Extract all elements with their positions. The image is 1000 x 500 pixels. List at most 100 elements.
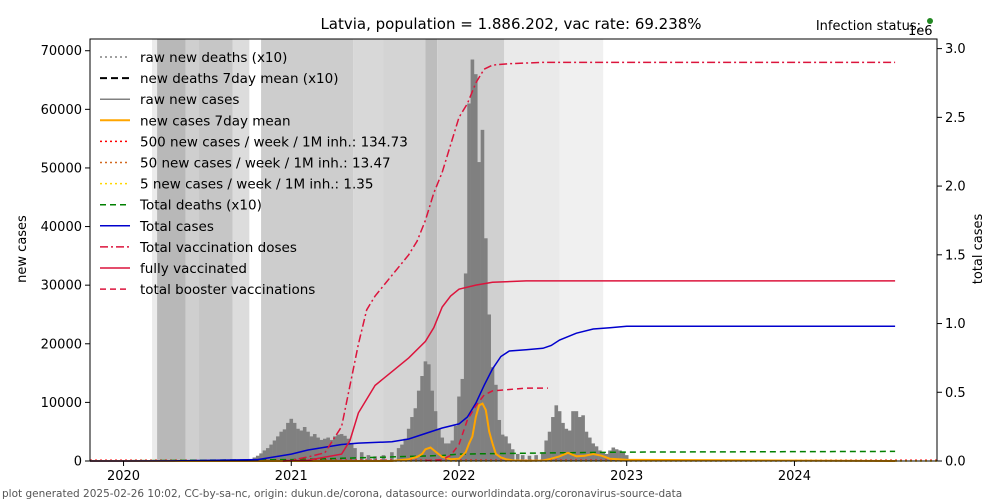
new-cases-bar-110 — [621, 452, 626, 461]
new-cases-bar-68 — [467, 103, 471, 461]
y-right-tick-label-5: 2.5 — [945, 111, 966, 126]
new-cases-bar-47 — [396, 448, 401, 461]
new-cases-bar-28 — [309, 436, 314, 461]
x-tick-label-2023: 2023 — [610, 469, 643, 484]
new-cases-bar-67 — [463, 273, 468, 461]
new-cases-bar-62 — [447, 443, 451, 461]
new-cases-bar-29 — [312, 434, 317, 461]
new-cases-bar-49 — [403, 438, 408, 461]
y-right-tick-label-1: 0.5 — [945, 386, 966, 401]
y-left-tick-label-1: 10000 — [41, 396, 82, 411]
new-cases-bar-66 — [460, 378, 465, 461]
total-cases-line — [89, 325, 896, 462]
legend-label-3: new cases 7day mean — [140, 113, 291, 129]
total-vaccination-doses-line — [282, 61, 896, 462]
new-cases-bar-69 — [470, 59, 475, 462]
new-cases-bar-65 — [457, 396, 461, 461]
new-cases-bar-45 — [381, 455, 386, 461]
new-cases-bar-54 — [420, 376, 424, 461]
new-cases-bar-94 — [567, 430, 572, 461]
new-cases-bar-82 — [515, 453, 520, 461]
background-band-11 — [559, 39, 604, 461]
legend-label-7: Total deaths (x10) — [139, 198, 262, 214]
y-right-tick-label-6: 3.0 — [945, 42, 966, 57]
x-tick-label-2021: 2021 — [275, 469, 308, 484]
new-cases-bar-95 — [571, 411, 575, 461]
legend-label-11: total booster vaccinations — [140, 282, 315, 298]
legend-label-5: 50 new cases / week / 1M inh.: 13.47 — [140, 156, 391, 172]
new-cases-bar-76 — [494, 384, 498, 461]
new-cases-bar-97 — [577, 417, 582, 461]
legend-label-1: new deaths 7day mean (x10) — [140, 71, 339, 87]
right-axis-offset-label: 1e6 — [908, 24, 933, 39]
y-left-tick-label-7: 70000 — [41, 44, 82, 59]
new-cases-bar-92 — [561, 422, 565, 461]
new-cases-bar-20 — [282, 429, 287, 461]
x-axis-ticks: 2020 2021 2022 2023 2024 — [107, 461, 811, 484]
new-cases-bar-90 — [554, 405, 559, 461]
fully-vaccinated-line — [282, 280, 896, 462]
new-cases-bar-55 — [423, 361, 428, 461]
legend: raw new deaths (x10) new deaths 7day mean… — [100, 50, 408, 298]
new-cases-bar-77 — [497, 419, 502, 461]
new-cases-bar-91 — [557, 411, 562, 461]
background-band-5 — [261, 39, 354, 461]
new-cases-bar-98 — [581, 415, 585, 461]
new-cases-bar-75 — [490, 367, 495, 461]
new-cases-bar-74 — [487, 314, 491, 461]
new-cases-bar-61 — [443, 443, 448, 461]
background-band-6 — [353, 39, 384, 461]
legend-label-6: 5 new cases / week / 1M inh.: 1.35 — [140, 177, 373, 193]
chart-title: Latvia, population = 1.886.202, vac rate… — [320, 15, 701, 33]
new-cases-bar-64 — [453, 425, 458, 461]
background-band-0 — [152, 39, 158, 461]
y-right-tick-label-0: 0.0 — [945, 455, 966, 470]
x-tick-label-2020: 2020 — [107, 469, 140, 484]
new-cases-bar-18 — [276, 436, 280, 461]
new-cases-bar-87 — [544, 440, 549, 461]
x-tick-label-2022: 2022 — [442, 469, 475, 484]
new-cases-bar-50 — [406, 428, 411, 461]
new-cases-bar-51 — [410, 417, 414, 461]
y-left-tick-label-0: 0 — [74, 455, 82, 470]
new-cases-bar-111 — [624, 455, 629, 461]
background-band-10 — [504, 39, 560, 461]
new-cases-bar-60 — [440, 437, 445, 461]
y-left-axis-label: new cases — [15, 215, 30, 283]
y-right-axis-ticks: 0.0 0.5 1.0 1.5 2.0 2.5 3.0 — [937, 42, 966, 470]
background-band-2 — [185, 39, 200, 461]
new-cases-bar-109 — [618, 450, 622, 461]
new-cases-bar-93 — [564, 428, 569, 461]
new-cases-bar-44 — [373, 456, 377, 461]
new-cases-bar-52 — [413, 408, 418, 461]
new-cases-bar-35 — [333, 436, 337, 461]
new-cases-bar-57 — [430, 390, 434, 461]
new-cases-bar-83 — [520, 455, 525, 461]
legend-label-10: fully vaccinated — [140, 261, 247, 277]
y-left-axis-ticks: 0 10000 20000 30000 40000 50000 60000 70000 — [41, 44, 90, 470]
new-cases-bar-96 — [574, 411, 579, 461]
new-cases-bar-48 — [400, 444, 404, 461]
new-cases-bar-15 — [265, 448, 270, 461]
new-cases-bar-14 — [262, 450, 267, 461]
new-cases-7day-mean-line — [90, 402, 896, 462]
x-tick-label-2024: 2024 — [778, 469, 811, 484]
new-cases-bar-70 — [473, 74, 478, 462]
new-cases-bar-16 — [269, 444, 273, 461]
new-cases-bar-107 — [611, 447, 616, 461]
new-cases-bar-72 — [480, 129, 485, 461]
total-booster-line — [425, 387, 548, 462]
new-cases-bar-79 — [504, 436, 508, 461]
infection-status-dot — [927, 18, 933, 24]
new-cases-bar-106 — [608, 450, 612, 461]
new-cases-bar-85 — [534, 455, 538, 461]
new-cases-bar-27 — [306, 431, 310, 461]
new-cases-bar-89 — [551, 417, 555, 461]
new-cases-bar-17 — [272, 440, 277, 461]
legend-label-9: Total vaccination doses — [139, 240, 297, 256]
background-band-4 — [232, 39, 250, 461]
y-left-tick-label-2: 20000 — [41, 337, 82, 352]
new-cases-bar-37 — [339, 434, 344, 461]
new-cases-bar-99 — [584, 431, 589, 461]
new-cases-bar-108 — [614, 449, 619, 461]
